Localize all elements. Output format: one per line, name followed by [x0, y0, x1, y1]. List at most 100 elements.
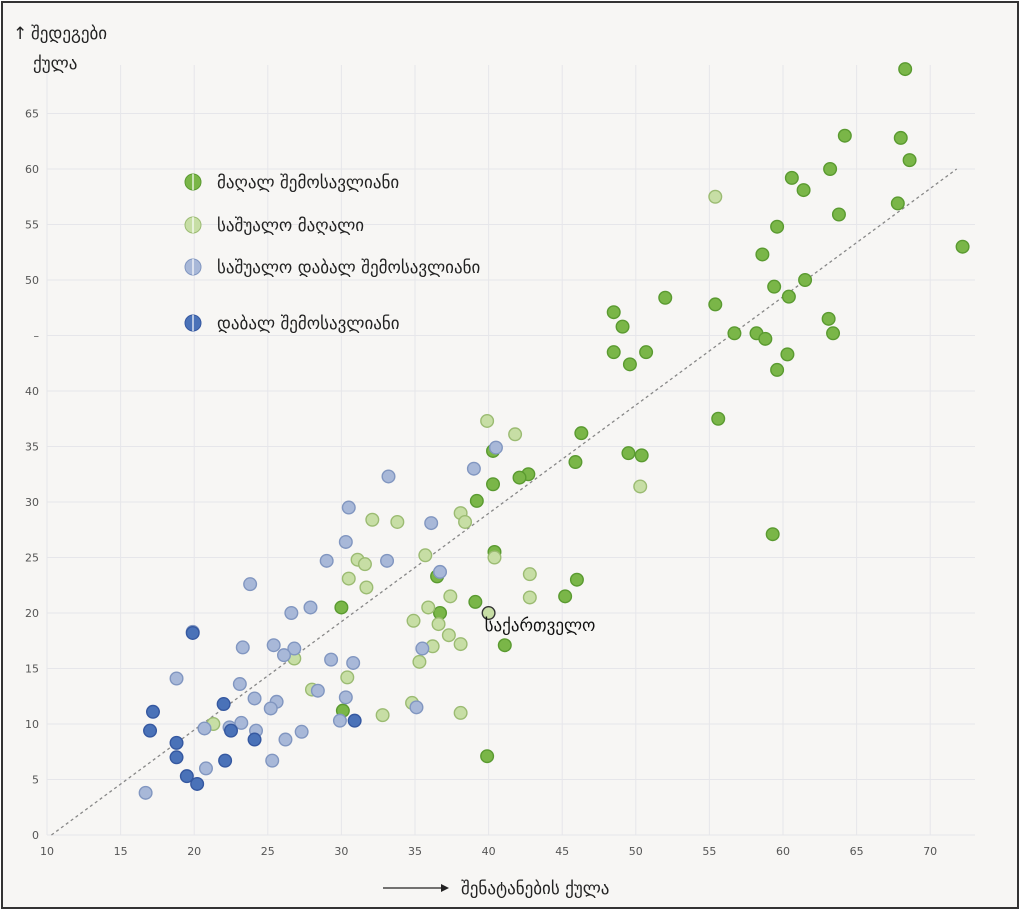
data-point — [287, 641, 302, 656]
annotation-point — [481, 606, 496, 621]
y-tick-label: – — [34, 330, 40, 343]
data-point — [424, 516, 439, 531]
data-point — [421, 600, 436, 615]
legend-item: დაბალ შემოსავლიანი — [184, 314, 400, 334]
data-point — [332, 713, 347, 728]
x-tick-label: 55 — [702, 845, 716, 858]
data-point — [823, 161, 838, 176]
data-point — [890, 196, 905, 211]
data-point — [606, 345, 621, 360]
data-point — [621, 446, 636, 461]
y-axis-label-line2: ქულა — [33, 54, 77, 74]
y-axis-label-line1: შედეგები — [31, 24, 107, 44]
data-point — [169, 735, 184, 750]
data-point — [179, 769, 194, 784]
data-point — [381, 469, 396, 484]
y-tick-label: 50 — [25, 274, 39, 287]
data-point — [185, 625, 200, 640]
data-point — [622, 357, 637, 372]
data-point — [409, 700, 424, 715]
data-point — [568, 455, 583, 470]
data-point — [639, 345, 654, 360]
legend-label: მაღალ შემოსავლიანი — [217, 173, 399, 193]
data-point — [334, 600, 349, 615]
data-point — [324, 652, 339, 667]
data-point — [431, 617, 446, 632]
y-tick-label: 0 — [32, 829, 39, 842]
data-point — [346, 655, 361, 670]
data-point — [955, 239, 970, 254]
data-point — [512, 470, 527, 485]
data-point — [415, 641, 430, 656]
data-point — [781, 289, 796, 304]
data-point — [138, 785, 153, 800]
data-point — [708, 297, 723, 312]
data-point — [198, 761, 213, 776]
x-tick-label: 70 — [923, 845, 937, 858]
data-point — [898, 62, 913, 77]
data-point — [831, 207, 846, 222]
data-point — [770, 219, 785, 234]
data-point — [837, 128, 852, 143]
data-point — [480, 413, 495, 428]
data-point — [232, 677, 247, 692]
data-point — [486, 477, 501, 492]
data-points — [138, 62, 970, 800]
data-point — [893, 130, 908, 145]
x-tick-label: 30 — [334, 845, 348, 858]
data-point — [615, 319, 630, 334]
data-point — [235, 640, 250, 655]
data-point — [522, 590, 537, 605]
data-point — [216, 697, 231, 712]
y-tick-label: 20 — [25, 607, 39, 620]
data-point — [143, 723, 158, 738]
y-tick-label: 60 — [25, 163, 39, 176]
data-point — [902, 153, 917, 168]
data-point — [303, 600, 318, 615]
data-point — [284, 606, 299, 621]
data-point — [606, 305, 621, 320]
data-point — [634, 448, 649, 463]
x-axis-arrowhead-icon — [441, 884, 449, 892]
data-point — [276, 648, 291, 663]
x-axis-title: შენატანების ქულა — [383, 879, 609, 899]
data-point — [223, 723, 238, 738]
data-point — [265, 753, 280, 768]
data-point — [341, 571, 356, 586]
legend-item: მაღალ შემოსავლიანი — [184, 173, 399, 193]
data-point — [443, 589, 458, 604]
data-point — [658, 290, 673, 305]
data-point — [263, 701, 278, 716]
data-point — [145, 704, 160, 719]
data-point — [453, 637, 468, 652]
y-tick-label: 35 — [25, 441, 39, 454]
data-point — [365, 512, 380, 527]
data-point — [574, 426, 589, 441]
x-tick-label: 50 — [629, 845, 643, 858]
x-tick-label: 40 — [482, 845, 496, 858]
data-point — [767, 279, 782, 294]
data-point — [765, 527, 780, 542]
data-point — [508, 427, 523, 442]
y-axis-arrow: ↑ — [13, 24, 27, 44]
data-point — [558, 589, 573, 604]
data-point — [359, 580, 374, 595]
x-tick-label: 45 — [555, 845, 569, 858]
data-point — [380, 553, 395, 568]
data-point — [522, 567, 537, 582]
legend-label: საშუალო დაბალ შემოსავლიანი — [217, 258, 480, 278]
data-point — [480, 749, 495, 764]
data-point — [469, 493, 484, 508]
data-point — [375, 708, 390, 723]
data-point — [190, 776, 205, 791]
y-tick-label: 10 — [25, 718, 39, 731]
data-point — [826, 326, 841, 341]
data-point — [466, 461, 481, 476]
data-point — [347, 713, 362, 728]
data-point — [310, 683, 325, 698]
data-point — [708, 189, 723, 204]
data-point — [418, 548, 433, 563]
data-point — [727, 326, 742, 341]
y-tick-label: 15 — [25, 663, 39, 676]
